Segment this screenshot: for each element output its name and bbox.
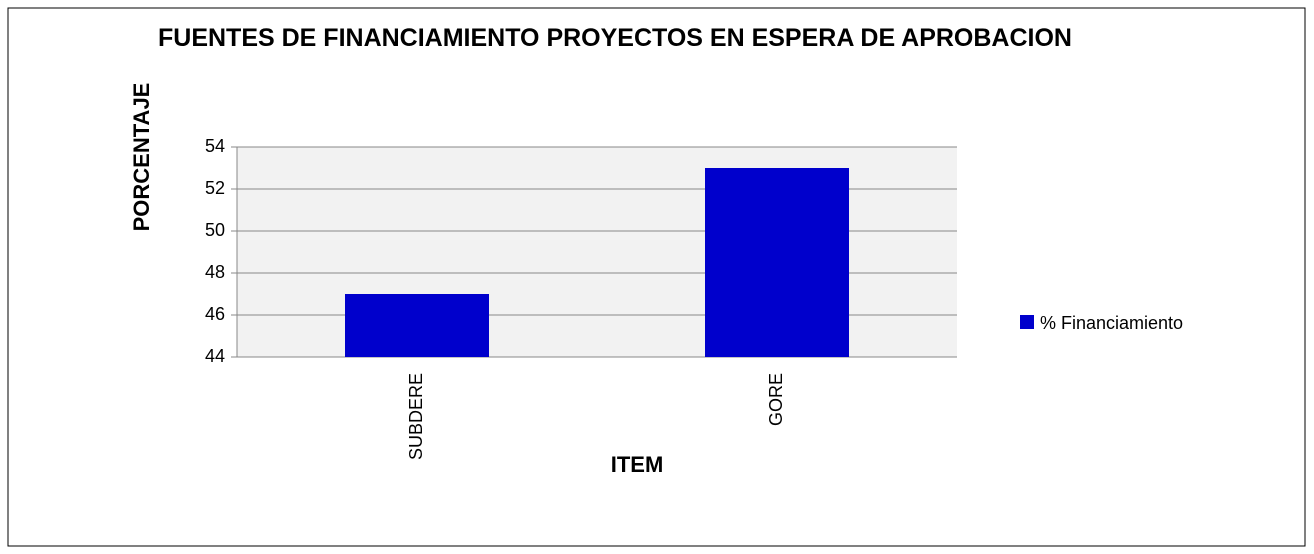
bar xyxy=(705,168,849,357)
y-tick-label: 46 xyxy=(205,304,225,324)
y-tick-label: 54 xyxy=(205,136,225,156)
x-tick-label: GORE xyxy=(766,373,786,426)
legend-label: % Financiamiento xyxy=(1040,313,1184,333)
y-tick-label: 44 xyxy=(205,346,225,366)
legend-swatch xyxy=(1020,315,1034,329)
y-axis-label: PORCENTAJE xyxy=(129,83,154,232)
chart-title: FUENTES DE FINANCIAMIENTO PROYECTOS EN E… xyxy=(158,24,1072,52)
y-tick-label: 50 xyxy=(205,220,225,240)
x-axis-label: ITEM xyxy=(611,452,664,477)
y-tick-label: 52 xyxy=(205,178,225,198)
bar xyxy=(345,294,489,357)
x-tick-label: SUBDERE xyxy=(406,373,426,460)
y-tick-label: 48 xyxy=(205,262,225,282)
